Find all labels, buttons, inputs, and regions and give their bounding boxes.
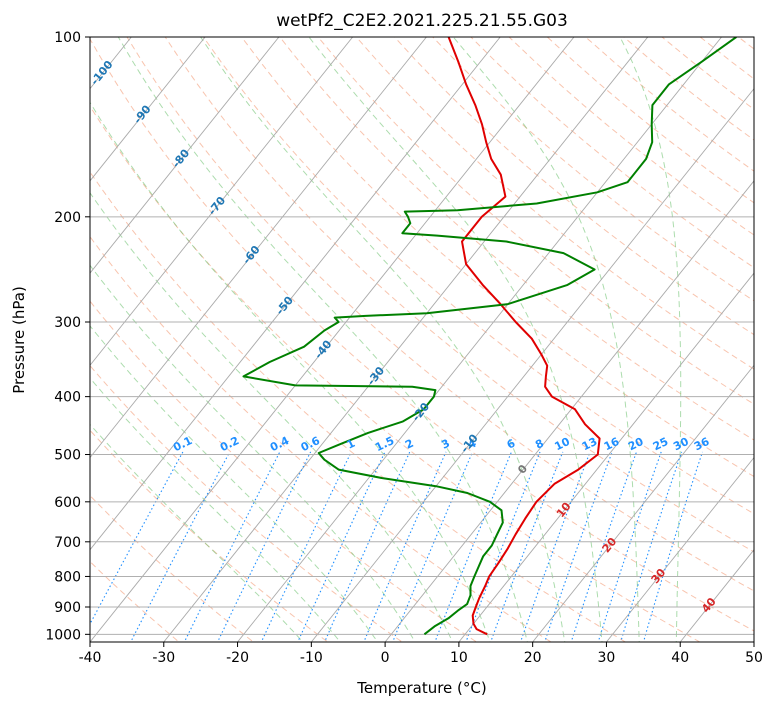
mixing-ratio-line	[597, 451, 662, 642]
mixing-ratio-line	[519, 451, 591, 642]
x-axis-label: Temperature (°C)	[356, 679, 486, 697]
isotherm-line	[310, 87, 754, 642]
mixing-ratio-label: 10	[553, 435, 573, 454]
mixing-ratio-label: 20	[626, 435, 646, 454]
x-tick-label: -20	[226, 650, 249, 666]
moist-adiabat-line	[619, 37, 682, 642]
isotherm-line	[163, 37, 649, 642]
moist-adiabat-line	[90, 101, 491, 642]
mixing-ratio-line	[490, 451, 564, 642]
dry-adiabat-line	[90, 300, 478, 642]
plot-frame	[89, 36, 755, 643]
isotherm-line	[90, 37, 427, 459]
moist-adiabat-line	[308, 37, 603, 642]
moist-adiabat-line	[200, 37, 566, 642]
x-tick-label: 10	[450, 650, 468, 666]
x-tick-label: -10	[300, 650, 323, 666]
mixing-ratio-line	[642, 451, 704, 642]
x-tick-label: -40	[79, 650, 102, 666]
mixing-ratio-label: 13	[580, 435, 599, 453]
grid	[90, 37, 754, 635]
moist-adiabat-line	[90, 423, 304, 642]
x-axis: -40 -30 -20 -10 0 10 20 30 40 50	[79, 642, 763, 666]
y-axis: 100 200 300 400 500 600 700 800 900 1000	[45, 30, 90, 643]
mixing-ratio-line	[544, 451, 613, 642]
isotherm-line	[90, 37, 501, 551]
mixing-ratio-line	[324, 451, 411, 642]
y-tick-label: 400	[54, 390, 81, 406]
dry-adiabat-line	[394, 37, 754, 336]
y-tick-label: 700	[54, 535, 81, 551]
x-tick-label: -30	[152, 650, 175, 666]
mixing-ratio-line	[216, 451, 312, 642]
isotherm-line	[237, 37, 722, 642]
moist-adiabat-line	[452, 37, 640, 642]
dewpoint-profile-line	[242, 37, 737, 636]
moist-adiabat-line	[117, 37, 528, 642]
isotherm-line	[458, 272, 754, 642]
isotherm-line	[90, 37, 575, 642]
moist-adiabat-line	[90, 264, 416, 642]
dry-adiabat-line	[90, 105, 701, 642]
mixing-ratio-label: 25	[651, 435, 670, 453]
temperature-profile-line	[447, 37, 601, 636]
y-tick-label: 900	[54, 600, 81, 616]
dry-adiabat-line	[90, 235, 552, 642]
y-tick-label: 200	[54, 210, 81, 226]
isotherm-line	[90, 37, 280, 274]
x-tick-label: 50	[745, 650, 763, 666]
dry-adiabat-line	[317, 37, 754, 405]
x-tick-label: 40	[671, 650, 689, 666]
mixing-ratio-label: 16	[602, 435, 622, 454]
moist-adiabat-line	[90, 377, 341, 642]
isotherm-line	[532, 364, 754, 642]
chart-title: wetPf2_C2E2.2021.225.21.55.G03	[276, 11, 568, 31]
x-tick-label: 20	[524, 650, 542, 666]
y-tick-label: 600	[54, 495, 81, 511]
x-tick-label: 0	[381, 650, 390, 666]
mixing-ratio-line	[570, 451, 638, 642]
dry-adiabat-line	[90, 429, 329, 642]
moist-adiabat-line	[90, 325, 379, 642]
dry-adiabat-line	[164, 37, 754, 553]
dry-adiabat-line	[202, 37, 754, 515]
dry-adiabat-line	[126, 37, 754, 592]
y-tick-label: 1000	[45, 627, 81, 643]
y-tick-label: 500	[54, 448, 81, 464]
moist-adiabat-line	[90, 191, 454, 642]
dry-adiabat-line	[355, 37, 754, 370]
x-tick-label: 30	[598, 650, 616, 666]
dry-adiabat-line	[90, 560, 180, 642]
dry-adiabat-line	[90, 38, 754, 632]
y-tick-label: 100	[54, 30, 81, 46]
isotherm-line	[90, 37, 354, 367]
mixing-ratio-label: 30	[671, 435, 691, 454]
profiles	[242, 37, 737, 636]
mixing-ratio-label: 36	[692, 435, 712, 454]
isotherm-line	[606, 456, 754, 642]
y-tick-label: 300	[54, 315, 81, 331]
y-tick-label: 800	[54, 569, 81, 585]
isotherm-line	[90, 37, 206, 182]
mixing-ratio-line	[620, 451, 683, 642]
isotherm-line	[384, 180, 754, 642]
mixing-ratio-line	[183, 451, 281, 642]
y-axis-label: Pressure (hPa)	[10, 286, 28, 394]
dry-adiabat-line	[90, 171, 627, 642]
